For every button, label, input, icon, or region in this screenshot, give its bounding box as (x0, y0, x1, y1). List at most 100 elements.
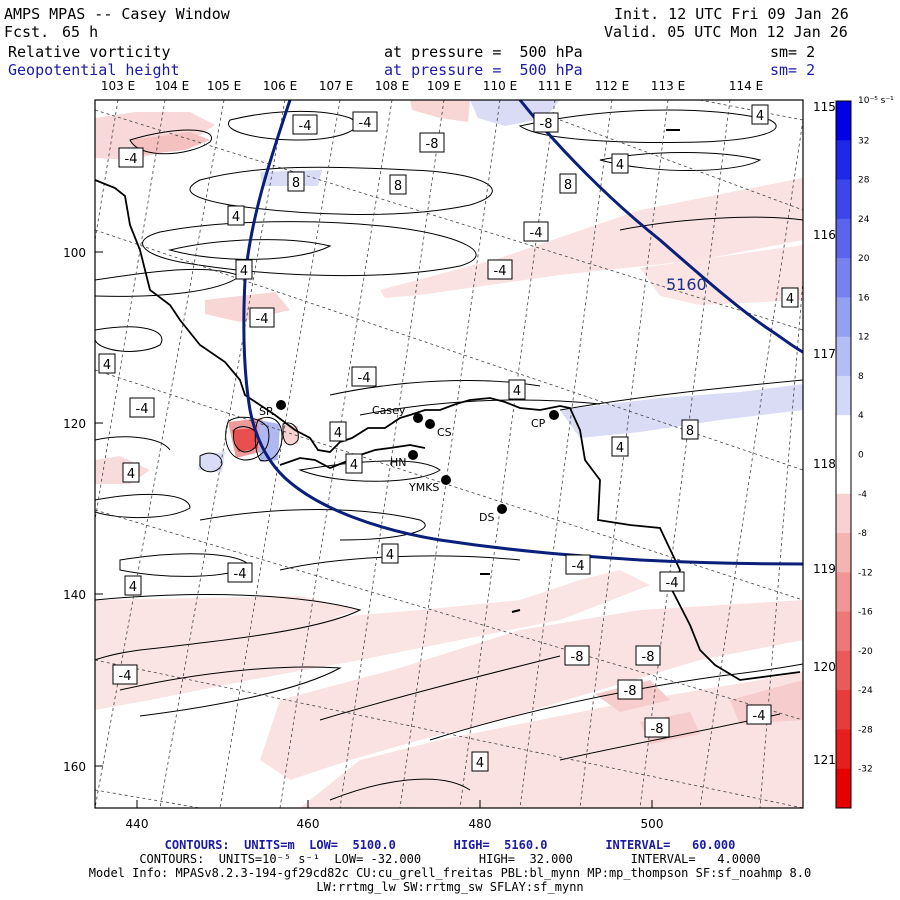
contour-labels: -4 -4 -8 -8 -4 4 8 8 8 4 4 -4 -4 4 -4 4 4 -4 4 -4 4 8 4 4 4 4 -4 -4… (98, 104, 799, 772)
svg-text:-8: -8 (624, 684, 637, 699)
colorbar-swatch (836, 768, 851, 809)
svg-text:8: 8 (394, 179, 402, 194)
y-tick-label: 120 (63, 417, 86, 431)
station-casey: Casey (372, 404, 423, 423)
colorbar-label: 4 (858, 411, 864, 421)
contour-value-label: 8 (389, 174, 407, 195)
svg-text:-4: -4 (136, 402, 149, 417)
colorbar-label: 16 (858, 293, 870, 303)
svg-text:-4: -4 (358, 371, 371, 386)
wind-barb-marks (480, 129, 680, 613)
svg-text:4: 4 (129, 580, 137, 595)
colorbar-swatch (836, 690, 851, 730)
contour-value-label: -4 (523, 221, 549, 242)
contour-value-label: -8 (533, 112, 559, 133)
colorbar-swatch (836, 297, 851, 338)
svg-text:4: 4 (232, 210, 240, 225)
contour-value-label: -8 (564, 645, 590, 666)
contour-value-label: 4 (471, 751, 489, 772)
colorbar-label: -4 (858, 490, 867, 500)
contour-value-label: -4 (487, 259, 513, 280)
svg-text:-4: -4 (530, 226, 543, 241)
lon-label: 107 E (319, 79, 353, 93)
svg-text:4: 4 (386, 548, 394, 563)
contour-value-label: -4 (659, 571, 685, 592)
svg-text:-4: -4 (666, 576, 679, 591)
colorbar-swatch (836, 493, 851, 534)
svg-text:-4: -4 (119, 669, 132, 684)
colorbar-label: 28 (858, 176, 870, 186)
lon-label: 108 E (375, 79, 409, 93)
svg-text:CP: CP (531, 417, 546, 430)
contour-value-label: -4 (118, 147, 144, 168)
svg-text:Casey: Casey (372, 404, 406, 417)
colorbar-label: 24 (858, 215, 870, 225)
lon-label: 111 E (538, 79, 572, 93)
colorbar-swatch (836, 336, 851, 377)
svg-text:4: 4 (786, 292, 794, 307)
contour-value-label: 8 (681, 419, 699, 440)
contours-height-info: CONTOURS: UNITS=m LOW= 5100.0 HIGH= 5160… (164, 838, 736, 852)
axis-ticks (95, 251, 653, 808)
colorbar-swatch (836, 650, 851, 691)
contour-value-label: 4 (611, 153, 629, 174)
colorbar-swatch (836, 258, 851, 298)
svg-text:4: 4 (756, 109, 764, 124)
svg-text:4: 4 (127, 467, 135, 482)
colorbar-swatch (836, 454, 851, 495)
contour-value-label: 4 (227, 205, 245, 226)
field1-level: at pressure = 500 hPa (384, 43, 583, 61)
colorbar-label: -28 (858, 725, 873, 735)
station-ymks: YMKS (408, 475, 451, 494)
contour-value-label: 4 (124, 575, 142, 596)
contour-value-label: -4 (351, 366, 377, 387)
height-contour-label: 5160 (666, 275, 707, 294)
svg-text:8: 8 (564, 178, 572, 193)
contour-value-label: 4 (235, 259, 253, 280)
contour-value-label: -4 (292, 114, 318, 135)
svg-text:8: 8 (686, 424, 694, 439)
svg-text:4: 4 (350, 458, 358, 473)
field2-name: Geopotential height (8, 61, 180, 79)
field2-level: at pressure = 500 hPa (384, 61, 583, 79)
svg-text:-8: -8 (642, 650, 655, 665)
contour-value-label: -8 (617, 679, 643, 700)
svg-text:4: 4 (616, 158, 624, 173)
colorbar-label: 12 (858, 333, 869, 343)
contour-value-label: -4 (112, 664, 138, 685)
station-sr: SR (259, 400, 286, 418)
svg-text:4: 4 (103, 358, 111, 373)
svg-text:4: 4 (240, 264, 248, 279)
svg-text:-4: -4 (125, 152, 138, 167)
svg-text:-4: -4 (299, 119, 312, 134)
x-tick-label: 460 (297, 817, 320, 831)
y-tick-label: 100 (63, 246, 86, 260)
colorbar-swatch (836, 218, 851, 259)
colorbar-label: 20 (858, 254, 870, 264)
lon-label: 113 E (651, 79, 685, 93)
contours-vorticity-info: CONTOURS: UNITS=10⁻⁵ s⁻¹ LOW= -32.000 HI… (139, 852, 761, 866)
lon-label: 105 E (207, 79, 241, 93)
colorbar-swatch (836, 375, 851, 416)
svg-text:4: 4 (513, 384, 521, 399)
y-tick-label: 140 (63, 588, 86, 602)
svg-text:HN: HN (390, 456, 407, 469)
lon-label: 112 E (595, 79, 629, 93)
colorbar-label: 32 (858, 136, 869, 146)
contour-value-label: 8 (287, 171, 305, 192)
svg-text:4: 4 (334, 426, 342, 441)
field2-smoothing: sm= 2 (770, 61, 816, 79)
lon-label: 104 E (155, 79, 189, 93)
station-cs: CS (425, 419, 452, 439)
station-hn: HN (390, 450, 418, 469)
lon-label: 103 E (101, 79, 135, 93)
colorbar-frame (835, 100, 852, 809)
colorbar-swatch (836, 611, 851, 652)
contour-value-label: -8 (635, 645, 661, 666)
contour-value-label: 4 (508, 379, 526, 400)
contour-value-label: -8 (419, 132, 445, 153)
svg-text:-8: -8 (571, 650, 584, 665)
svg-text:4: 4 (476, 756, 484, 771)
